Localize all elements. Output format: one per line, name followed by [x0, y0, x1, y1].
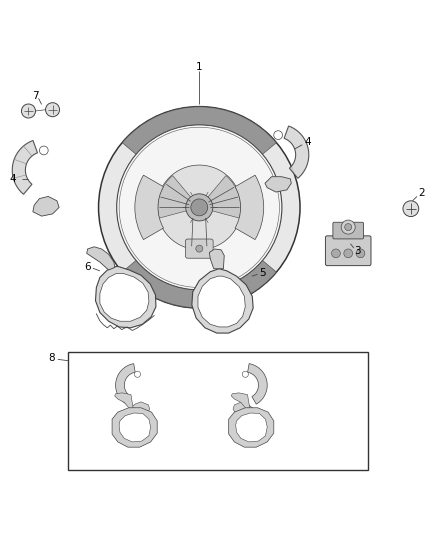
Wedge shape: [158, 175, 199, 218]
Text: 3: 3: [353, 246, 360, 256]
Circle shape: [196, 245, 203, 252]
Circle shape: [341, 220, 355, 234]
FancyBboxPatch shape: [185, 239, 213, 258]
Circle shape: [356, 249, 365, 258]
Polygon shape: [265, 177, 291, 192]
Wedge shape: [199, 175, 241, 218]
Polygon shape: [87, 247, 115, 270]
Circle shape: [39, 146, 48, 155]
Text: 4: 4: [9, 174, 16, 184]
Polygon shape: [209, 249, 224, 269]
Polygon shape: [115, 393, 133, 408]
Polygon shape: [231, 393, 250, 408]
Text: 1: 1: [196, 62, 203, 72]
Text: 4: 4: [304, 136, 311, 147]
Wedge shape: [122, 261, 276, 308]
Circle shape: [117, 125, 282, 290]
Polygon shape: [233, 402, 254, 416]
Circle shape: [157, 165, 242, 249]
FancyBboxPatch shape: [325, 236, 371, 265]
Polygon shape: [284, 126, 309, 179]
Text: 2: 2: [418, 188, 425, 198]
Polygon shape: [95, 266, 156, 328]
Text: 5: 5: [259, 268, 266, 278]
Text: 8: 8: [48, 353, 55, 364]
Circle shape: [332, 249, 340, 258]
FancyBboxPatch shape: [333, 222, 364, 239]
Polygon shape: [112, 408, 157, 447]
Circle shape: [242, 371, 248, 377]
Text: 7: 7: [32, 91, 39, 101]
Polygon shape: [12, 141, 38, 195]
Circle shape: [46, 103, 60, 117]
Circle shape: [345, 223, 352, 231]
Circle shape: [21, 104, 35, 118]
Polygon shape: [119, 413, 151, 442]
Circle shape: [274, 131, 283, 140]
Wedge shape: [122, 107, 276, 154]
Polygon shape: [192, 269, 253, 333]
Circle shape: [344, 249, 353, 258]
Polygon shape: [198, 276, 245, 327]
Polygon shape: [129, 402, 150, 416]
Polygon shape: [247, 364, 267, 404]
Wedge shape: [235, 175, 264, 240]
Circle shape: [403, 201, 419, 216]
Polygon shape: [33, 197, 59, 216]
Circle shape: [191, 199, 208, 216]
Polygon shape: [116, 364, 135, 404]
Polygon shape: [100, 273, 149, 321]
Polygon shape: [229, 408, 274, 447]
Circle shape: [99, 107, 300, 308]
Bar: [68, 352, 368, 470]
Wedge shape: [135, 175, 163, 240]
Circle shape: [186, 194, 213, 221]
Polygon shape: [236, 413, 267, 442]
Text: 6: 6: [84, 262, 91, 271]
Circle shape: [134, 371, 141, 377]
